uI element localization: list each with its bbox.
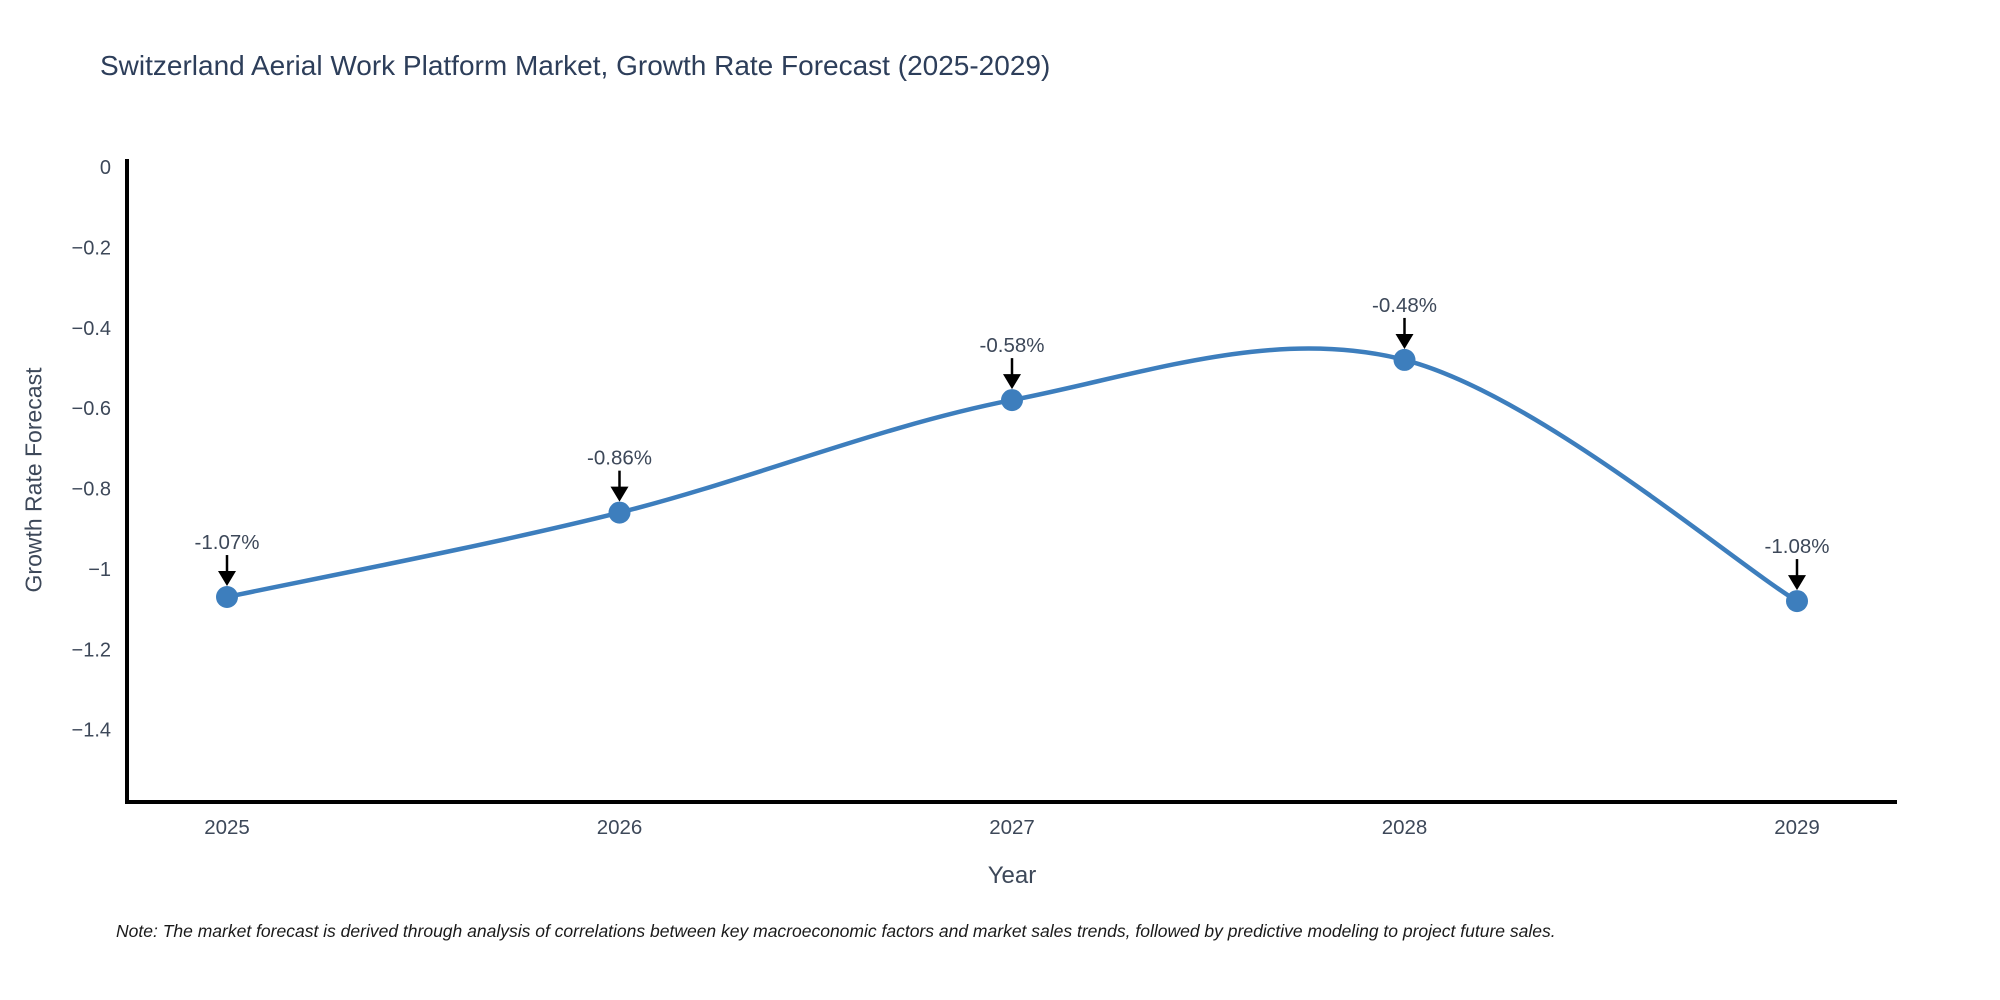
x-tick-label: 2026 (597, 816, 643, 839)
x-tick-label: 2029 (1774, 816, 1820, 839)
annotation-arrow-head (610, 486, 629, 502)
annotation-arrow-head (1788, 575, 1806, 591)
annotation-label: -1.08% (1765, 535, 1830, 558)
y-tick-label: −1.4 (72, 720, 111, 742)
x-tick-label: 2027 (989, 816, 1035, 839)
data-point-marker (1001, 389, 1023, 412)
y-tick-label: −1.2 (72, 639, 111, 661)
data-point-marker (1393, 348, 1416, 371)
annotation-arrow-head (218, 571, 236, 587)
footnote: Note: The market forecast is derived thr… (116, 921, 1556, 941)
x-axis-title: Year (987, 862, 1037, 889)
data-point-marker (608, 501, 631, 524)
y-tick-label: 0 (100, 157, 111, 179)
data-point-marker (216, 586, 238, 608)
annotation-arrow-head (1395, 333, 1414, 349)
x-tick-label: 2028 (1382, 816, 1428, 839)
y-tick-label: −0.2 (72, 237, 111, 259)
y-tick-label: −0.8 (72, 479, 111, 501)
x-tick-label: 2025 (204, 816, 250, 839)
data-point-marker (1786, 590, 1808, 613)
y-tick-label: −0.4 (72, 318, 111, 340)
y-tick-label: −1 (88, 559, 111, 581)
annotation-label: -0.86% (587, 447, 652, 470)
annotation-arrow-head (1003, 374, 1021, 390)
chart-title: Switzerland Aerial Work Platform Market,… (100, 50, 1051, 81)
annotation-label: -1.07% (195, 531, 260, 554)
y-tick-label: −0.6 (72, 398, 111, 420)
annotation-label: -0.48% (1372, 294, 1437, 317)
annotation-label: -0.58% (980, 334, 1045, 357)
